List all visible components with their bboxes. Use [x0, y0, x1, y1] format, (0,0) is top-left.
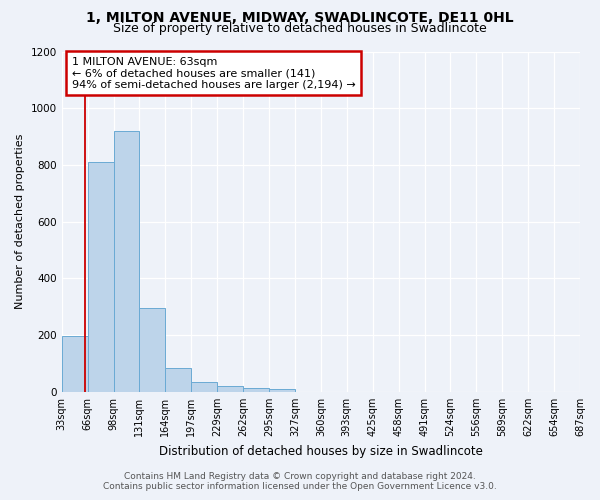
Text: Contains HM Land Registry data © Crown copyright and database right 2024.
Contai: Contains HM Land Registry data © Crown c…: [103, 472, 497, 491]
Text: 1, MILTON AVENUE, MIDWAY, SWADLINCOTE, DE11 0HL: 1, MILTON AVENUE, MIDWAY, SWADLINCOTE, D…: [86, 12, 514, 26]
Bar: [62, 336, 88, 392]
Bar: [139, 308, 166, 392]
Text: Size of property relative to detached houses in Swadlincote: Size of property relative to detached ho…: [113, 22, 487, 35]
Bar: [243, 388, 269, 392]
Bar: [269, 388, 295, 392]
Bar: [217, 386, 243, 392]
Bar: [166, 368, 191, 392]
X-axis label: Distribution of detached houses by size in Swadlincote: Distribution of detached houses by size …: [159, 444, 483, 458]
Bar: [191, 382, 217, 392]
Text: 1 MILTON AVENUE: 63sqm
← 6% of detached houses are smaller (141)
94% of semi-det: 1 MILTON AVENUE: 63sqm ← 6% of detached …: [72, 56, 356, 90]
Bar: [113, 131, 139, 392]
Y-axis label: Number of detached properties: Number of detached properties: [15, 134, 25, 310]
Bar: [88, 162, 113, 392]
